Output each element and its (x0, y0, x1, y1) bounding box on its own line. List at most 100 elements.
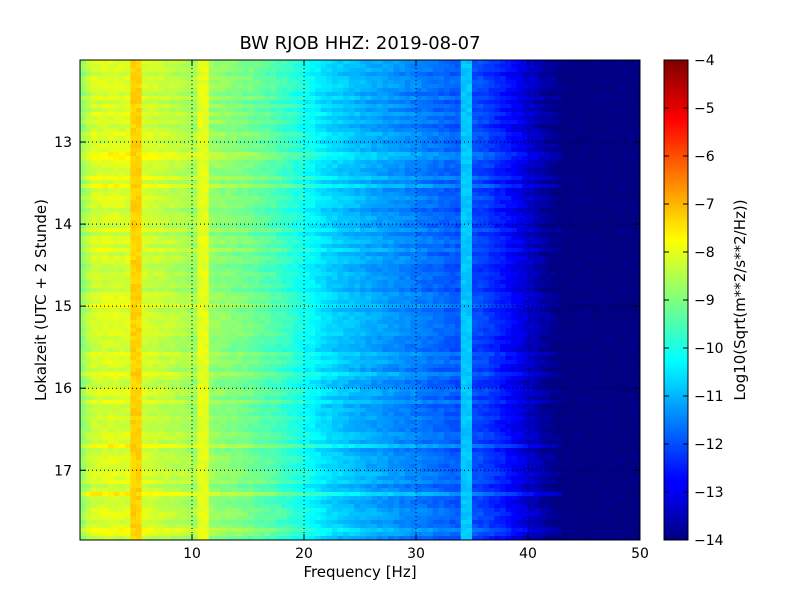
heatmap-cell (220, 200, 227, 205)
heatmap-cell (158, 232, 165, 237)
heatmap-cell (404, 68, 411, 73)
heatmap-cell (617, 148, 624, 153)
heatmap-cell (472, 72, 479, 77)
heatmap-cell (259, 140, 266, 145)
heatmap-cell (595, 208, 602, 213)
heatmap-cell (376, 220, 383, 225)
heatmap-cell (612, 104, 619, 109)
heatmap-cell (164, 60, 171, 65)
heatmap-cell (276, 132, 283, 137)
heatmap-cell (567, 208, 574, 213)
heatmap-cell (460, 120, 467, 125)
heatmap-cell (612, 224, 619, 229)
heatmap-cell (186, 64, 193, 69)
heatmap-cell (113, 256, 120, 261)
heatmap-cell (371, 236, 378, 241)
heatmap-cell (147, 100, 154, 105)
heatmap-cell (130, 232, 137, 237)
heatmap-cell (488, 164, 495, 169)
heatmap-cell (617, 76, 624, 81)
heatmap-cell (393, 128, 400, 133)
heatmap-cell (550, 68, 557, 73)
heatmap-cell (600, 92, 607, 97)
heatmap-cell (259, 128, 266, 133)
heatmap-cell (292, 156, 299, 161)
heatmap-cell (393, 60, 400, 65)
heatmap-cell (91, 144, 98, 149)
heatmap-cell (382, 108, 389, 113)
heatmap-cell (606, 144, 613, 149)
heatmap-cell (147, 188, 154, 193)
heatmap-cell (292, 112, 299, 117)
heatmap-cell (326, 104, 333, 109)
heatmap-cell (186, 252, 193, 257)
heatmap-cell (572, 76, 579, 81)
heatmap-cell (544, 236, 551, 241)
heatmap-cell (192, 140, 199, 145)
heatmap-cell (556, 144, 563, 149)
heatmap-cell (539, 256, 546, 261)
heatmap-cell (102, 216, 109, 221)
heatmap-cell (365, 200, 372, 205)
heatmap-cell (96, 92, 103, 97)
heatmap-cell (186, 256, 193, 261)
heatmap-cell (544, 232, 551, 237)
heatmap-cell (404, 84, 411, 89)
heatmap-cell (264, 128, 271, 133)
heatmap-cell (242, 208, 249, 213)
heatmap-cell (628, 244, 635, 249)
heatmap-cell (628, 100, 635, 105)
heatmap-cell (326, 148, 333, 153)
heatmap-cell (348, 244, 355, 249)
heatmap-cell (561, 168, 568, 173)
heatmap-cell (438, 256, 445, 261)
heatmap-cell (578, 84, 585, 89)
heatmap-cell (505, 228, 512, 233)
heatmap-cell (623, 228, 630, 233)
heatmap-cell (281, 144, 288, 149)
heatmap-cell (85, 120, 92, 125)
heatmap-cell (404, 256, 411, 261)
heatmap-cell (416, 60, 423, 65)
heatmap-cell (533, 164, 540, 169)
heatmap-cell (572, 120, 579, 125)
heatmap-cell (192, 136, 199, 141)
heatmap-cell (466, 196, 473, 201)
heatmap-cell (416, 252, 423, 257)
heatmap-cell (382, 220, 389, 225)
heatmap-cell (455, 192, 462, 197)
heatmap-cell (253, 192, 260, 197)
heatmap-cell (589, 192, 596, 197)
heatmap-cell (416, 188, 423, 193)
heatmap-cell (337, 96, 344, 101)
heatmap-cell (270, 176, 277, 181)
heatmap-cell (449, 220, 456, 225)
heatmap-cell (460, 220, 467, 225)
heatmap-cell (472, 92, 479, 97)
heatmap-cell (186, 180, 193, 185)
heatmap-cell (315, 112, 322, 117)
heatmap-cell (539, 248, 546, 253)
heatmap-cell (85, 252, 92, 257)
heatmap-cell (376, 176, 383, 181)
heatmap-cell (561, 80, 568, 85)
heatmap-cell (96, 244, 103, 249)
heatmap-cell (511, 172, 518, 177)
heatmap-cell (348, 256, 355, 261)
heatmap-cell (500, 64, 507, 69)
heatmap-cell (561, 108, 568, 113)
heatmap-cell (511, 72, 518, 77)
heatmap-cell (85, 224, 92, 229)
heatmap-cell (595, 256, 602, 261)
heatmap-cell (399, 216, 406, 221)
heatmap-cell (533, 116, 540, 121)
heatmap-cell (214, 208, 221, 213)
heatmap-cell (556, 252, 563, 257)
heatmap-cell (287, 72, 294, 77)
heatmap-cell (488, 244, 495, 249)
heatmap-cell (180, 232, 187, 237)
heatmap-cell (404, 76, 411, 81)
heatmap-cell (522, 92, 529, 97)
heatmap-cell (147, 240, 154, 245)
heatmap-cell (108, 68, 115, 73)
